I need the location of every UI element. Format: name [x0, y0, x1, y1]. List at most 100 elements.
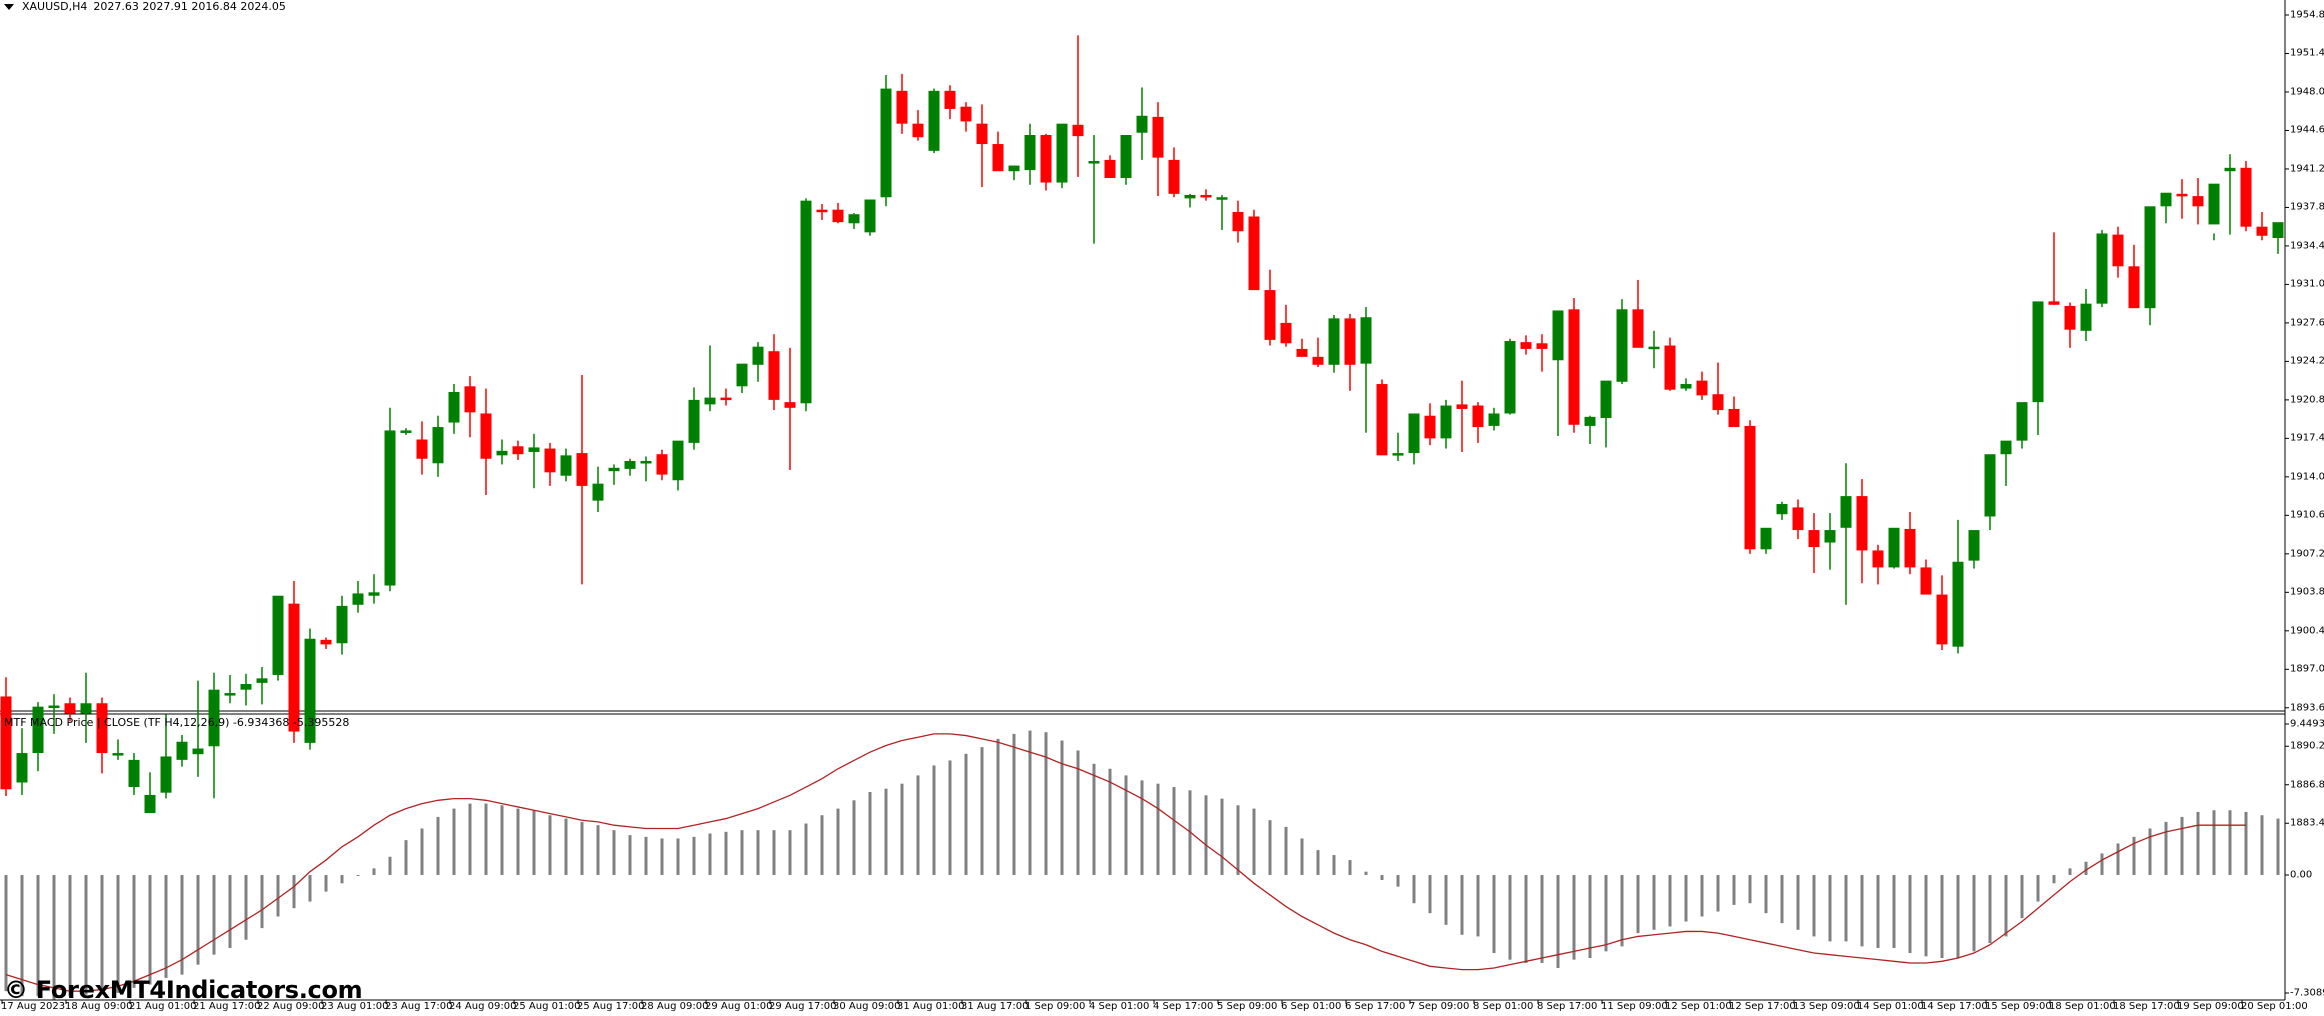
bull-candle — [800, 200, 812, 404]
macd-histogram-bar — [1268, 820, 1272, 875]
bull-candle — [160, 756, 172, 793]
macd-histogram-bar — [1956, 875, 1960, 958]
macd-histogram-bar — [2084, 861, 2088, 875]
macd-histogram-bar — [2068, 868, 2072, 875]
macd-histogram-bar — [772, 830, 776, 875]
macd-histogram-bar — [932, 765, 936, 875]
price-tick-label: 1903.80 — [2290, 586, 2324, 598]
bear-candle — [288, 603, 300, 732]
time-tick-label: 21 Aug 01:00 — [129, 1001, 197, 1012]
bull-candle — [1616, 309, 1628, 382]
macd-histogram-bar — [1860, 875, 1864, 947]
bear-candle — [544, 448, 556, 473]
bull-candle — [752, 346, 764, 365]
bull-candle — [1584, 416, 1596, 426]
macd-histogram-bar — [660, 838, 664, 875]
macd-histogram-bar — [724, 831, 728, 875]
bull-candle — [1184, 194, 1196, 199]
bull-candle — [2032, 301, 2044, 403]
bear-candle — [1232, 211, 1244, 232]
bear-candle — [1904, 528, 1916, 568]
time-tick-label: 18 Sep 17:00 — [2113, 1001, 2180, 1012]
macd-histogram-bar — [1012, 733, 1016, 875]
macd-histogram-bar — [1988, 875, 1992, 944]
macd-histogram-bar — [612, 830, 616, 875]
bear-candle — [2256, 226, 2268, 236]
bull-candle — [448, 391, 460, 423]
bull-candle — [304, 638, 316, 743]
bear-candle — [576, 453, 588, 486]
macd-histogram-bar — [548, 815, 552, 875]
macd-histogram-bar — [2004, 875, 2008, 937]
bull-candle — [1504, 341, 1516, 414]
macd-histogram-bar — [340, 875, 344, 884]
macd-histogram-bar — [324, 875, 328, 892]
bull-candle — [1024, 134, 1036, 171]
bull-candle — [128, 759, 140, 788]
bear-candle — [2112, 234, 2124, 267]
time-tick-label: 18 Aug 09:00 — [65, 1001, 133, 1012]
macd-histogram-bar — [500, 805, 504, 875]
macd-top-value: 9.449311 — [2290, 718, 2324, 730]
macd-histogram-bar — [1236, 805, 1240, 875]
bull-candle — [2096, 233, 2108, 304]
time-tick-label: 23 Aug 17:00 — [385, 1001, 453, 1012]
macd-histogram-bar — [292, 875, 296, 909]
dropdown-triangle-icon[interactable] — [4, 3, 14, 10]
time-tick-label: 22 Aug 09:00 — [257, 1001, 325, 1012]
macd-histogram-bar — [1524, 875, 1528, 963]
macd-histogram-bar — [1556, 875, 1560, 968]
macd-histogram-bar — [884, 788, 888, 875]
bull-candle — [2208, 183, 2220, 225]
price-tick-label: 1893.60 — [2290, 702, 2324, 714]
bear-candle — [1520, 342, 1532, 349]
macd-histogram-bar — [20, 875, 24, 997]
bull-candle — [640, 461, 652, 464]
macd-histogram-bar — [228, 875, 232, 949]
bear-candle — [1472, 405, 1484, 428]
macd-histogram-bar — [1620, 875, 1624, 947]
bear-candle — [1264, 290, 1276, 340]
bear-candle — [1376, 384, 1388, 456]
bull-candle — [1680, 384, 1692, 389]
bull-candle — [144, 794, 156, 814]
macd-histogram-bar — [1140, 780, 1144, 875]
bull-candle — [272, 595, 284, 675]
bear-candle — [896, 90, 908, 124]
macd-histogram-bar — [276, 875, 280, 917]
bear-candle — [1664, 345, 1676, 390]
price-tick-label: 1937.80 — [2290, 201, 2324, 213]
macd-histogram-bar — [2100, 853, 2104, 875]
bear-candle — [960, 106, 972, 122]
bear-candle — [976, 123, 988, 145]
bull-candle — [400, 430, 412, 433]
bull-candle — [176, 741, 188, 760]
bull-candle — [2080, 303, 2092, 331]
macd-histogram-bar — [356, 875, 360, 876]
macd-histogram-bar — [1348, 860, 1352, 875]
macd-histogram-bar — [516, 808, 520, 875]
time-tick-label: 13 Sep 09:00 — [1793, 1001, 1860, 1012]
macd-histogram-bar — [1908, 875, 1912, 954]
bull-candle — [736, 363, 748, 387]
bear-candle — [768, 351, 780, 400]
time-tick-label: 12 Sep 01:00 — [1665, 1001, 1732, 1012]
macd-histogram-bar — [1876, 875, 1880, 949]
bear-candle — [1040, 134, 1052, 183]
macd-histogram-bar — [1828, 875, 1832, 942]
bull-candle — [2144, 206, 2156, 309]
macd-histogram-bar — [484, 803, 488, 875]
ohlc-values: 2027.63 2027.91 2016.84 2024.05 — [93, 0, 286, 13]
bull-candle — [1136, 115, 1148, 133]
bull-candle — [368, 592, 380, 596]
macd-histogram-bar — [244, 875, 248, 940]
bear-candle — [64, 703, 76, 714]
time-tick-label: 18 Sep 01:00 — [2049, 1001, 2116, 1012]
macd-histogram-bar — [1844, 875, 1848, 942]
time-tick-label: 4 Sep 01:00 — [1089, 1001, 1150, 1012]
macd-histogram-bar — [740, 830, 744, 875]
macd-histogram-bar — [180, 875, 184, 975]
bull-candle — [1328, 318, 1340, 365]
macd-histogram-bar — [596, 825, 600, 875]
